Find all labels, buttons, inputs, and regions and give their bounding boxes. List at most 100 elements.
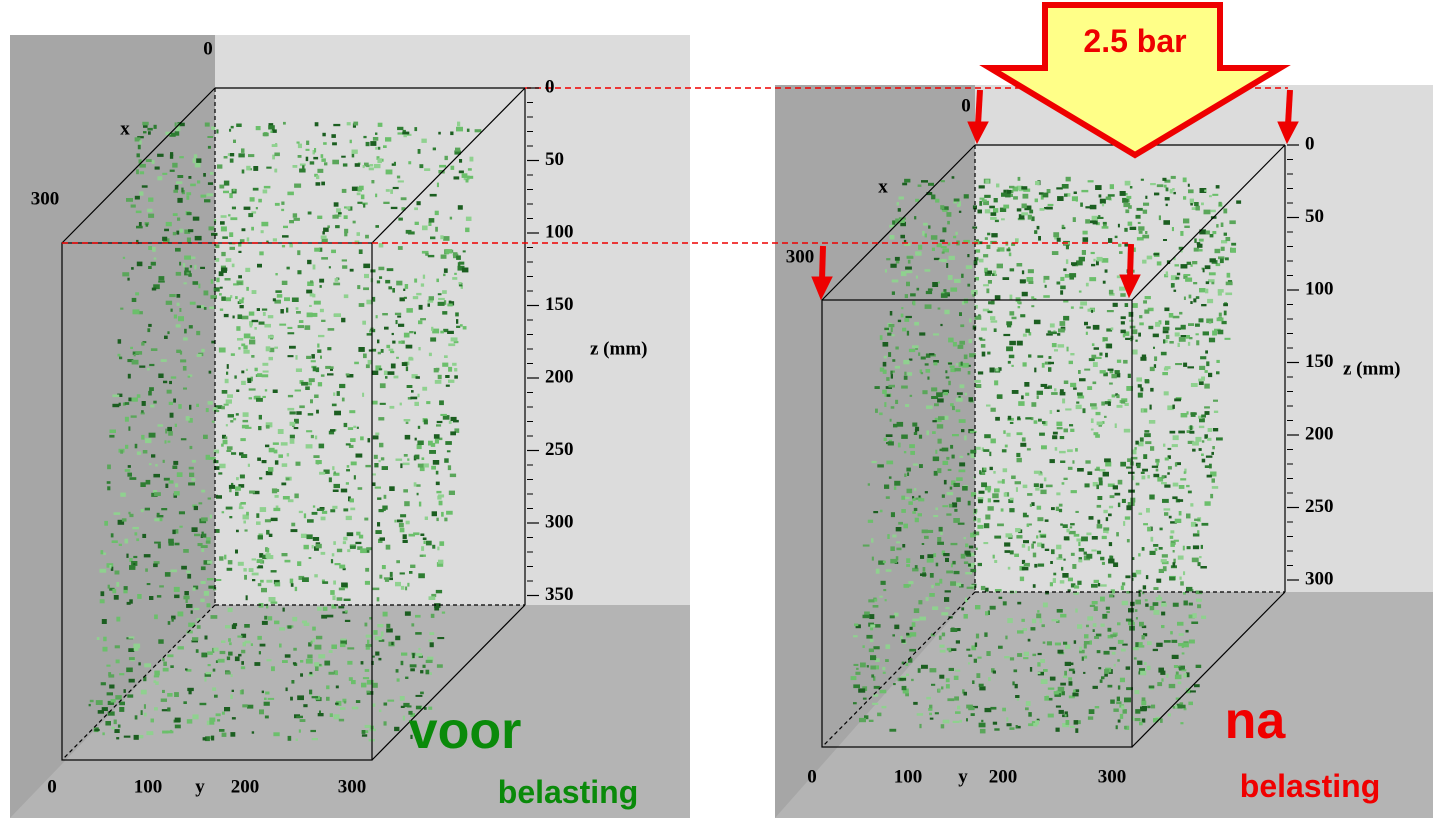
voxel: [307, 281, 314, 286]
voxel: [972, 226, 978, 229]
voxel: [140, 509, 144, 513]
voxel: [1101, 676, 1105, 680]
voxel: [221, 640, 226, 643]
voxel: [1211, 478, 1215, 483]
voxel: [1163, 220, 1170, 225]
voxel: [906, 256, 914, 259]
voxel: [1079, 306, 1084, 309]
voxel: [184, 267, 189, 272]
voxel: [941, 612, 949, 616]
edge: [821, 591, 976, 748]
voxel: [140, 482, 146, 487]
voxel: [266, 603, 269, 609]
voxel: [328, 650, 333, 653]
voxel: [968, 563, 971, 567]
voxel: [1179, 702, 1184, 705]
voxel: [906, 633, 912, 638]
voxel: [925, 353, 931, 358]
voxel: [1089, 220, 1097, 224]
voxel: [112, 394, 120, 398]
voxel: [1073, 720, 1079, 725]
voxel: [152, 246, 156, 252]
voxel: [1086, 624, 1089, 628]
voxel: [230, 217, 238, 221]
voxel: [1135, 569, 1142, 575]
voxel: [1175, 276, 1180, 280]
voxel: [1027, 214, 1032, 220]
voxel: [389, 577, 393, 581]
arrow-shaft: [975, 89, 983, 126]
voxel: [362, 165, 365, 169]
voxel: [1070, 382, 1077, 388]
voxel: [173, 586, 180, 592]
voxel: [459, 159, 463, 163]
voxel: [1011, 475, 1016, 479]
voxel: [258, 198, 262, 203]
voxel: [1003, 430, 1006, 434]
voxel: [1056, 409, 1060, 412]
voxel: [1064, 661, 1071, 666]
voxel: [1016, 185, 1023, 191]
voxel: [225, 625, 231, 629]
voxel: [450, 337, 458, 342]
voxel: [1191, 207, 1198, 210]
voxel: [403, 489, 408, 493]
voxel: [1073, 533, 1080, 537]
voxel: [1207, 298, 1214, 304]
voxel: [1124, 180, 1131, 186]
voxel: [932, 431, 936, 434]
voxel: [126, 667, 133, 673]
voxel: [999, 207, 1007, 212]
voxel: [289, 345, 296, 349]
voxel: [148, 213, 155, 218]
voxel: [1044, 548, 1050, 551]
voxel: [928, 225, 931, 229]
voxel: [1074, 585, 1080, 589]
voxel: [968, 662, 971, 665]
voxel: [1016, 698, 1020, 701]
voxel: [1087, 471, 1093, 475]
voxel: [142, 341, 147, 344]
voxel: [271, 144, 278, 147]
voxel: [1043, 669, 1048, 672]
voxel: [1168, 683, 1176, 689]
voxel: [201, 533, 207, 538]
voxel: [939, 644, 945, 648]
voxel: [310, 360, 316, 363]
voxel: [912, 300, 916, 306]
voxel: [438, 297, 445, 301]
voxel: [233, 139, 236, 143]
voxel: [158, 280, 165, 283]
voxel: [1152, 333, 1159, 338]
voxel: [386, 268, 394, 272]
voxel: [281, 208, 285, 212]
voxel: [1037, 563, 1045, 567]
voxel: [1031, 543, 1034, 549]
voxel: [1126, 505, 1132, 511]
voxel: [1023, 657, 1029, 660]
voxel: [889, 224, 895, 228]
voxel: [143, 131, 147, 134]
voxel: [290, 529, 298, 533]
voxel: [332, 595, 336, 601]
voxel: [966, 586, 974, 589]
voxel: [1033, 420, 1038, 424]
voxel: [980, 585, 986, 591]
voxel: [1201, 376, 1205, 381]
voxel: [1102, 337, 1108, 342]
voxel: [1124, 516, 1131, 520]
voxel: [423, 419, 428, 425]
voxel: [265, 547, 268, 552]
voxel: [988, 677, 991, 682]
voxel: [932, 456, 940, 462]
voxel: [1195, 523, 1198, 527]
voxel: [1100, 623, 1105, 627]
voxel: [183, 387, 187, 390]
voxel: [312, 505, 316, 508]
voxel: [1070, 353, 1075, 356]
voxel: [314, 435, 318, 440]
voxel: [1042, 641, 1046, 644]
voxel: [182, 263, 186, 268]
voxel: [908, 348, 916, 353]
voxel: [983, 254, 989, 258]
